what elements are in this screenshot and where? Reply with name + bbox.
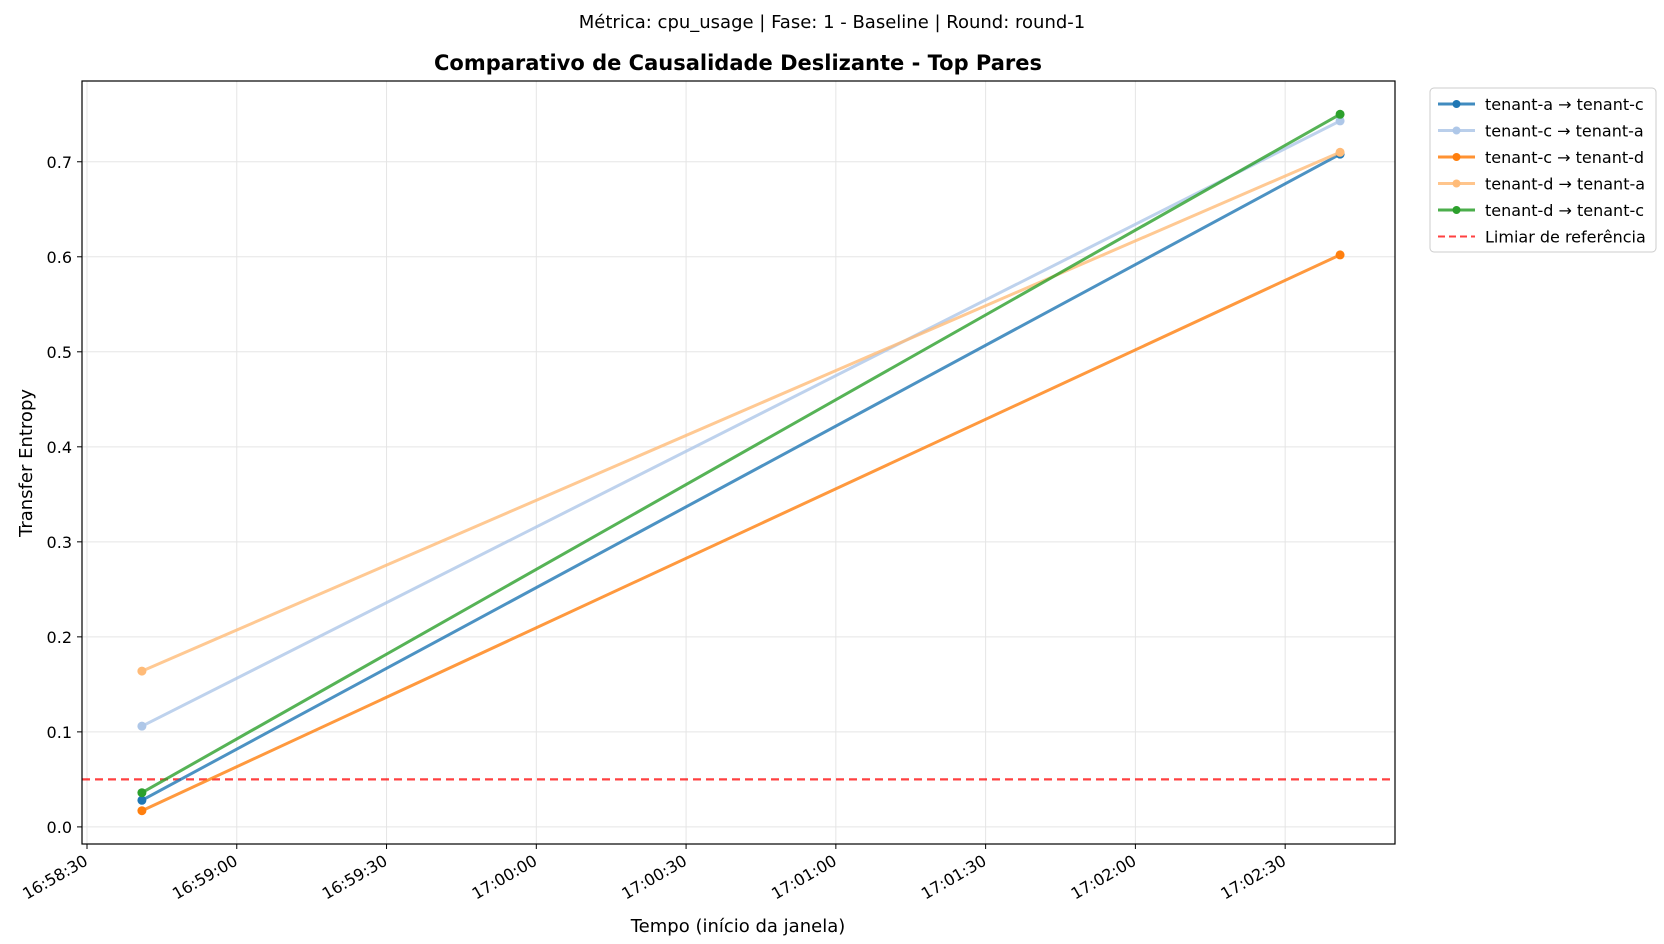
y-tick-label: 0.7 xyxy=(47,153,72,172)
y-tick-label: 0.6 xyxy=(47,248,72,267)
chart-suptitle: Métrica: cpu_usage | Fase: 1 - Baseline … xyxy=(579,12,1085,33)
data-point xyxy=(137,666,147,676)
data-point xyxy=(137,721,147,731)
y-axis: 0.0 0.1 0.2 0.3 0.4 0.5 0.6 0.7 xyxy=(47,153,82,837)
x-tick-label: 17:00:00 xyxy=(469,851,541,903)
data-point xyxy=(137,788,147,798)
series-1 xyxy=(137,149,1345,805)
y-tick-label: 0.1 xyxy=(47,723,72,742)
legend-item: tenant-d → tenant-c xyxy=(1438,201,1644,220)
series-5 xyxy=(137,109,1345,798)
data-point xyxy=(1335,250,1345,260)
grid xyxy=(82,81,1395,844)
series-line xyxy=(140,112,1342,795)
x-tick-label: 16:58:30 xyxy=(19,851,91,903)
legend: tenant-a → tenant-c tenant-c → tenant-a te… xyxy=(1429,87,1657,253)
x-tick-label: 16:59:00 xyxy=(169,851,241,903)
y-tick-label: 0.3 xyxy=(47,533,72,552)
series-2 xyxy=(137,116,1345,731)
legend-frame xyxy=(1429,87,1657,253)
legend-item: tenant-a → tenant-c xyxy=(1438,95,1644,114)
x-tick-label: 16:59:30 xyxy=(319,851,391,903)
y-axis-label: Transfer Entropy xyxy=(16,389,37,538)
x-tick-label: 17:00:30 xyxy=(618,851,690,903)
legend-swatch-marker xyxy=(1452,206,1461,214)
plot-area-frame xyxy=(81,80,1396,845)
legend-label: tenant-a → tenant-c xyxy=(1485,95,1644,114)
chart-title: Comparativo de Causalidade Deslizante - … xyxy=(434,51,1042,75)
legend-swatch-marker xyxy=(1452,100,1461,108)
x-axis-label: Tempo (início da janela) xyxy=(630,916,846,937)
legend-item: tenant-c → tenant-d xyxy=(1438,148,1644,167)
y-tick-label: 0.2 xyxy=(47,628,72,647)
legend-label: Limiar de referência xyxy=(1485,228,1646,247)
x-axis: 16:58:30 16:59:00 16:59:30 17:00:00 17:00:30… xyxy=(19,844,1289,903)
legend-swatch-marker xyxy=(1452,153,1461,161)
legend-label: tenant-d → tenant-a xyxy=(1485,175,1645,194)
legend-item: tenant-d → tenant-a xyxy=(1438,175,1645,194)
y-tick-label: 0.5 xyxy=(47,343,72,362)
x-tick-label: 17:01:00 xyxy=(768,851,840,903)
series-3 xyxy=(137,250,1345,816)
data-point xyxy=(1335,109,1345,119)
x-tick-label: 17:01:30 xyxy=(918,851,990,903)
series-layer xyxy=(137,109,1345,816)
data-point xyxy=(1335,147,1345,157)
legend-item: tenant-c → tenant-a xyxy=(1438,122,1644,141)
y-tick-label: 0.4 xyxy=(47,438,72,457)
x-tick-label: 17:02:00 xyxy=(1068,851,1140,903)
series-line xyxy=(140,253,1342,813)
legend-label: tenant-c → tenant-a xyxy=(1485,122,1644,141)
legend-swatch-marker xyxy=(1452,179,1461,188)
data-point xyxy=(137,806,147,816)
data-point xyxy=(1335,116,1345,126)
legend-swatch-marker xyxy=(1452,126,1461,135)
x-tick-label: 17:02:30 xyxy=(1217,851,1289,903)
series-line xyxy=(140,119,1342,728)
legend-item: Limiar de referência xyxy=(1438,228,1646,247)
y-tick-label: 0.0 xyxy=(47,818,72,837)
legend-label: tenant-d → tenant-c xyxy=(1485,201,1644,220)
legend-label: tenant-c → tenant-d xyxy=(1485,148,1644,167)
series-line xyxy=(140,150,1342,673)
series-line xyxy=(140,152,1342,802)
data-point xyxy=(137,795,147,805)
series-4 xyxy=(137,147,1345,676)
